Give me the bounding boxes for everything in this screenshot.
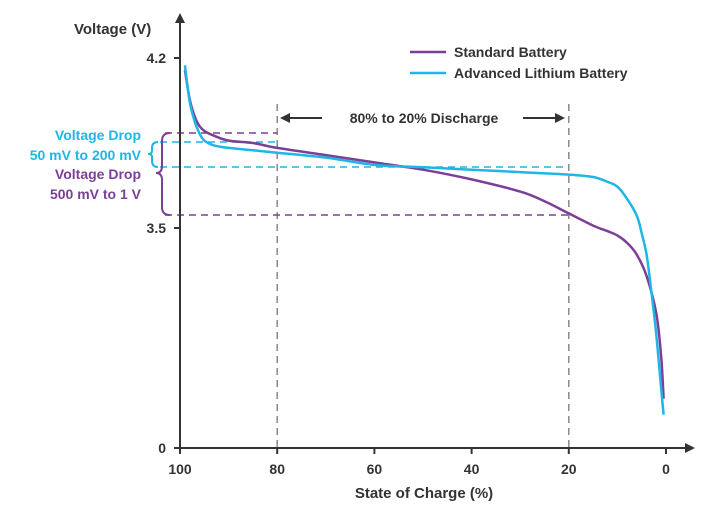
legend-label-advanced: Advanced Lithium Battery [454,65,628,81]
x-tick-label: 0 [662,461,670,477]
guide-lines [160,104,570,448]
series-layer [183,65,665,415]
discharge-range-annotation: 80% to 20% Discharge [280,110,565,126]
discharge-range-label: 80% to 20% Discharge [350,110,499,126]
advanced-drop-annotation: Voltage Drop 50 mV to 200 mV [30,127,159,168]
series-line-advanced [183,65,665,415]
standard-drop-annotation: Voltage Drop 500 mV to 1 V [50,132,171,216]
x-tick-label: 80 [269,461,285,477]
legend-label-standard: Standard Battery [454,44,567,60]
x-tick-group: 100 80 60 40 20 0 [168,448,670,477]
series-line-standard [183,69,665,399]
y-axis-label: Voltage (V) [74,21,151,38]
x-tick-label: 60 [367,461,383,477]
x-tick-label: 20 [561,461,577,477]
x-axis-label: State of Charge (%) [355,485,493,502]
legend: Standard Battery Advanced Lithium Batter… [410,44,628,81]
advanced-drop-title: Voltage Drop [55,127,141,143]
advanced-drop-brace [147,141,159,168]
y-tick-label: 0 [158,440,166,456]
y-tick-label: 3.5 [147,220,167,236]
standard-drop-title: Voltage Drop [55,166,141,182]
x-tick-label: 40 [464,461,480,477]
x-tick-label: 100 [168,461,192,477]
advanced-drop-value: 50 mV to 200 mV [30,147,142,163]
standard-drop-brace [155,132,171,216]
y-tick-group: 0 3.5 4.2 [147,50,180,456]
standard-drop-value: 500 mV to 1 V [50,186,142,202]
y-tick-label: 4.2 [147,50,167,66]
